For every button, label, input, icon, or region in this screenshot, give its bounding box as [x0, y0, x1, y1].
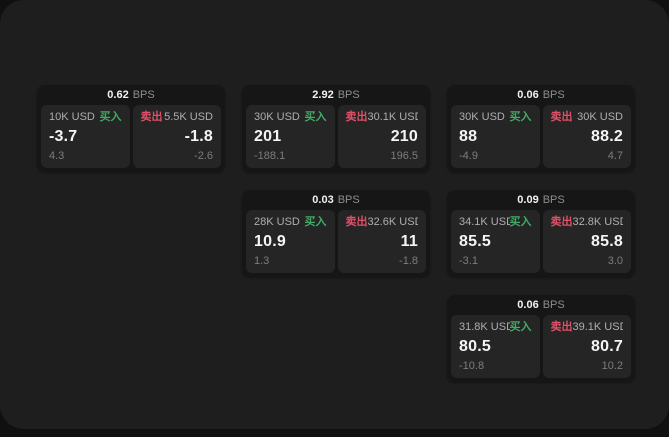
card-body: 10K USD 买入 -3.7 4.3 卖出 5.5K USD -1.8 -2.…: [37, 105, 225, 172]
sell-price: 11: [400, 233, 418, 250]
buy-amount: 34.1K USD: [459, 216, 510, 228]
sell-amount: 32.8K USD: [572, 216, 624, 228]
card-header: 0.09 BPS: [447, 190, 635, 210]
bps-value: 0.62: [107, 89, 129, 101]
buy-label: 买入: [509, 216, 532, 228]
buy-panel[interactable]: 31.8K USD 买入 80.5 -10.8: [451, 315, 540, 378]
buy-label: 买入: [509, 321, 532, 333]
bps-value: 0.03: [312, 194, 334, 206]
sell-label: 卖出: [140, 111, 163, 123]
sell-amount: 32.6K USD: [367, 216, 419, 228]
sell-price: 210: [390, 128, 418, 145]
card-body: 28K USD 买入 10.9 1.3 卖出 32.6K USD 11 -1.8: [242, 210, 430, 277]
buy-amount: 28K USD: [254, 216, 300, 228]
bps-unit-label: BPS: [542, 299, 565, 311]
sell-panel[interactable]: 卖出 32.8K USD 85.8 3.0: [542, 210, 631, 273]
bps-value: 0.06: [517, 89, 539, 101]
card-body: 30K USD 买入 88 -4.9 卖出 30K USD 88.2 4.7: [447, 105, 635, 172]
card-header: 0.06 BPS: [447, 295, 635, 315]
buy-price: 201: [254, 128, 282, 145]
sell-panel[interactable]: 卖出 30.1K USD 210 196.5: [337, 105, 426, 168]
sell-delta: 4.7: [607, 150, 623, 162]
sell-panel[interactable]: 卖出 30K USD 88.2 4.7: [542, 105, 631, 168]
sell-amount: 30K USD: [577, 111, 623, 123]
card-body: 30K USD 买入 201 -188.1 卖出 30.1K USD 210 1…: [242, 105, 430, 172]
buy-delta: -10.8: [459, 360, 485, 372]
buy-label: 买入: [509, 111, 532, 123]
sell-amount: 5.5K USD: [164, 111, 213, 123]
buy-label: 买入: [99, 111, 122, 123]
sell-panel[interactable]: 卖出 32.6K USD 11 -1.8: [337, 210, 426, 273]
buy-price: -3.7: [49, 128, 78, 145]
buy-amount: 31.8K USD: [459, 321, 510, 333]
quote-card: 0.06 BPS 30K USD 买入 88 -4.9 卖出 30K USD 8…: [447, 85, 635, 172]
sell-delta: 196.5: [390, 150, 418, 162]
bps-unit-label: BPS: [542, 89, 565, 101]
quote-card: 0.09 BPS 34.1K USD 买入 85.5 -3.1 卖出 32.8K…: [447, 190, 635, 277]
bps-value: 2.92: [312, 89, 334, 101]
quote-card: 2.92 BPS 30K USD 买入 201 -188.1 卖出 30.1K …: [242, 85, 430, 172]
buy-delta: -188.1: [254, 150, 286, 162]
buy-delta: -4.9: [459, 150, 478, 162]
bps-unit-label: BPS: [337, 89, 360, 101]
sell-delta: 3.0: [607, 255, 623, 267]
bps-value: 0.09: [517, 194, 539, 206]
sell-label: 卖出: [550, 321, 573, 333]
buy-delta: -3.1: [459, 255, 478, 267]
buy-amount: 30K USD: [254, 111, 300, 123]
sell-label: 卖出: [550, 111, 573, 123]
buy-panel[interactable]: 30K USD 买入 201 -188.1: [246, 105, 335, 168]
sell-price: 80.7: [591, 338, 623, 355]
sell-delta: -2.6: [194, 150, 213, 162]
card-header: 2.92 BPS: [242, 85, 430, 105]
bps-unit-label: BPS: [132, 89, 155, 101]
buy-panel[interactable]: 30K USD 买入 88 -4.9: [451, 105, 540, 168]
buy-delta: 4.3: [49, 150, 65, 162]
card-header: 0.03 BPS: [242, 190, 430, 210]
card-body: 34.1K USD 买入 85.5 -3.1 卖出 32.8K USD 85.8…: [447, 210, 635, 277]
bps-unit-label: BPS: [542, 194, 565, 206]
bps-value: 0.06: [517, 299, 539, 311]
buy-price: 85.5: [459, 233, 491, 250]
card-header: 0.06 BPS: [447, 85, 635, 105]
buy-price: 80.5: [459, 338, 491, 355]
buy-price: 88: [459, 128, 478, 145]
sell-label: 卖出: [550, 216, 573, 228]
sell-amount: 39.1K USD: [572, 321, 624, 333]
card-header: 0.62 BPS: [37, 85, 225, 105]
sell-price: -1.8: [184, 128, 213, 145]
sell-panel[interactable]: 卖出 39.1K USD 80.7 10.2: [542, 315, 631, 378]
card-body: 31.8K USD 买入 80.5 -10.8 卖出 39.1K USD 80.…: [447, 315, 635, 382]
quote-card: 0.06 BPS 31.8K USD 买入 80.5 -10.8 卖出 39.1…: [447, 295, 635, 382]
buy-label: 买入: [304, 111, 327, 123]
sell-amount: 30.1K USD: [367, 111, 419, 123]
sell-price: 85.8: [591, 233, 623, 250]
buy-price: 10.9: [254, 233, 286, 250]
quote-card: 0.03 BPS 28K USD 买入 10.9 1.3 卖出 32.6K US…: [242, 190, 430, 277]
sell-label: 卖出: [345, 216, 368, 228]
quote-card: 0.62 BPS 10K USD 买入 -3.7 4.3 卖出 5.5K USD…: [37, 85, 225, 172]
bps-unit-label: BPS: [337, 194, 360, 206]
sell-delta: -1.8: [399, 255, 418, 267]
buy-panel[interactable]: 34.1K USD 买入 85.5 -3.1: [451, 210, 540, 273]
buy-panel[interactable]: 28K USD 买入 10.9 1.3: [246, 210, 335, 273]
sell-price: 88.2: [591, 128, 623, 145]
buy-panel[interactable]: 10K USD 买入 -3.7 4.3: [41, 105, 130, 168]
buy-delta: 1.3: [254, 255, 270, 267]
sell-delta: 10.2: [601, 360, 623, 372]
buy-amount: 10K USD: [49, 111, 95, 123]
sell-label: 卖出: [345, 111, 368, 123]
buy-amount: 30K USD: [459, 111, 505, 123]
sell-panel[interactable]: 卖出 5.5K USD -1.8 -2.6: [132, 105, 221, 168]
buy-label: 买入: [304, 216, 327, 228]
